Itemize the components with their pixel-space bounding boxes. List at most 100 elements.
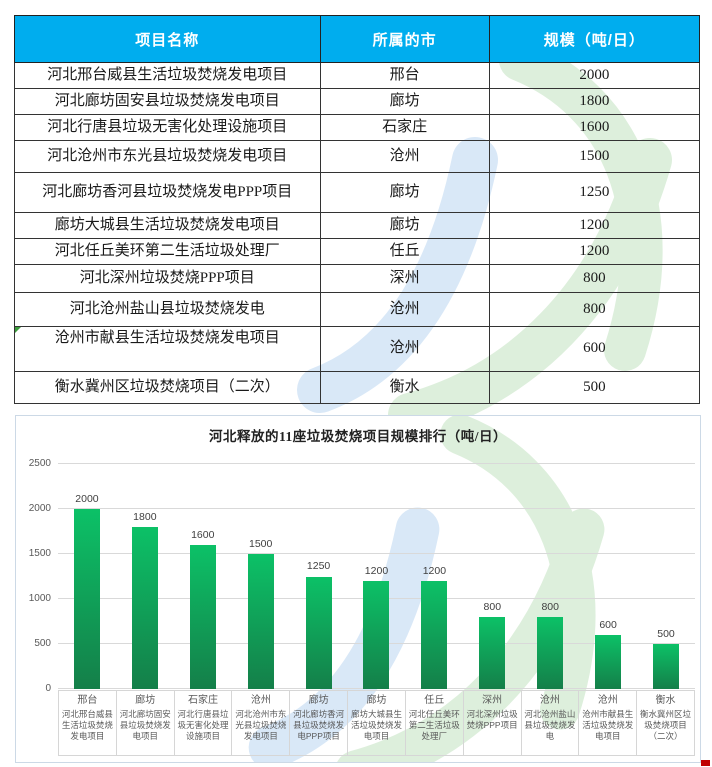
- table-row: 河北行唐县垃圾无害化处理设施项目 石家庄 1600: [14, 114, 701, 141]
- bar-value-label: 1800: [133, 510, 157, 523]
- category-project-label: 河北任丘美环第二生活垃圾处理厂: [408, 709, 460, 742]
- table-row: 河北沧州盐山县垃圾焚烧发电 沧州 800: [14, 292, 701, 327]
- project-name-cell: 沧州市献县生活垃圾焚烧发电项目: [14, 326, 321, 372]
- x-axis-category-cell: 沧州河北沧州盐山县垃圾焚烧发电: [520, 691, 579, 755]
- x-axis-category-cell: 沧州沧州市献县生活垃圾焚烧发电项目: [578, 691, 636, 755]
- cell-corner-flag-icon: [15, 327, 21, 333]
- category-city-label: 深州: [482, 695, 503, 706]
- project-name-cell: 河北廊坊固安县垃圾焚烧发电项目: [14, 88, 321, 115]
- bar: [363, 581, 390, 689]
- bar-slot: 1600: [174, 464, 232, 689]
- y-axis-tick-label: 500: [34, 638, 51, 649]
- column-header-1: 所属的市: [319, 15, 490, 63]
- bar-slot: 1200: [405, 464, 463, 689]
- scale-cell: 1250: [488, 172, 701, 213]
- table-header-row: 项目名称 所属的市 规模（吨/日）: [14, 15, 701, 63]
- project-name-cell: 衡水冀州区垃圾焚烧项目（二次）: [14, 371, 321, 404]
- category-city-label: 衡水: [655, 695, 676, 706]
- city-cell: 衡水: [319, 371, 490, 404]
- table-row: 河北邢台威县生活垃圾焚烧发电项目 邢台 2000: [14, 62, 701, 89]
- bar-slot: 500: [637, 464, 695, 689]
- table-row: 河北沧州市东光县垃圾焚烧发电项目 沧州 1500: [14, 140, 701, 173]
- category-city-label: 石家庄: [188, 695, 219, 706]
- projects-table: 项目名称 所属的市 规模（吨/日） 河北邢台威县生活垃圾焚烧发电项目 邢台 2000 河北…: [14, 15, 701, 404]
- table-row: 河北廊坊香河县垃圾焚烧发电PPP项目 廊坊 1250: [14, 172, 701, 213]
- city-cell: 邢台: [319, 62, 490, 89]
- bar: [73, 509, 100, 689]
- scale-cell: 1500: [488, 140, 701, 173]
- scale-cell: 600: [488, 326, 701, 372]
- category-project-label: 河北沧州盐山县垃圾焚烧发电: [524, 709, 576, 742]
- table-row: 沧州市献县生活垃圾焚烧发电项目 沧州 600: [14, 326, 701, 372]
- category-city-label: 廊坊: [308, 695, 329, 706]
- project-name-cell: 河北邢台威县生活垃圾焚烧发电项目: [14, 62, 321, 89]
- category-city-label: 邢台: [77, 695, 98, 706]
- bar-slot: 600: [579, 464, 637, 689]
- y-axis-tick-label: 1000: [28, 593, 51, 604]
- project-name-cell: 廊坊大城县生活垃圾焚烧发电项目: [14, 212, 321, 239]
- scale-cell: 500: [488, 371, 701, 404]
- x-axis-category-cell: 任丘河北任丘美环第二生活垃圾处理厂: [404, 691, 463, 755]
- x-axis-category-cell: 廊坊河北廊坊香河县垃圾焚烧发电PPP项目: [289, 691, 347, 755]
- table-row: 河北廊坊固安县垃圾焚烧发电项目 廊坊 1800: [14, 88, 701, 115]
- project-name-cell: 河北任丘美环第二生活垃圾处理厂: [14, 238, 321, 265]
- table-row: 河北深州垃圾焚烧PPP项目 深州 800: [14, 264, 701, 293]
- red-corner-mark: [701, 760, 710, 766]
- city-cell: 廊坊: [319, 172, 490, 213]
- column-header-2: 规模（吨/日）: [488, 15, 701, 63]
- x-axis-category-cell: 深州 河北深州垃圾焚烧PPP项目: [462, 691, 521, 755]
- y-axis-tick-label: 1500: [28, 548, 51, 559]
- bar-value-label: 1200: [364, 564, 389, 577]
- scale-cell: 1200: [488, 238, 701, 265]
- bar: [247, 554, 274, 689]
- x-axis-category-strip: 邢台 河北邢台威县生活垃圾焚烧发电项目 廊坊 河北廊坊固安县垃圾焚烧发电项目 石家庄 河北…: [58, 690, 695, 756]
- project-name-cell: 河北廊坊香河县垃圾焚烧发电PPP项目: [14, 172, 321, 213]
- bar-value-label: 1200: [422, 564, 447, 577]
- bar-slot: 800: [521, 464, 579, 689]
- bar: [537, 617, 564, 689]
- category-project-label: 沧州市献县生活垃圾焚烧发电项目: [582, 709, 634, 742]
- bar: [131, 527, 158, 689]
- city-cell: 沧州: [319, 292, 490, 327]
- city-cell: 廊坊: [319, 88, 490, 115]
- category-project-label: 河北沧州市东光县垃圾焚烧发电项目: [235, 709, 287, 742]
- category-city-label: 沧州: [539, 695, 560, 706]
- city-cell: 任丘: [319, 238, 490, 265]
- bar-value-label: 1250: [306, 560, 331, 572]
- scale-cell: 800: [488, 292, 701, 327]
- category-project-label: 河北行唐县垃圾无害化处理设施项目: [177, 709, 229, 742]
- category-project-label: 河北廊坊香河县垃圾焚烧发电PPP项目: [293, 709, 345, 742]
- projects-table-body: 河北邢台威县生活垃圾焚烧发电项目 邢台 2000 河北廊坊固安县垃圾焚烧发电项目 廊坊 1…: [14, 62, 701, 404]
- table-row: 河北任丘美环第二生活垃圾处理厂 任丘 1200: [14, 238, 701, 265]
- category-city-label: 廊坊: [366, 695, 387, 706]
- bar-value-label: 800: [483, 600, 502, 613]
- column-header-0: 项目名称: [14, 15, 321, 63]
- bar-value-label: 500: [657, 627, 675, 640]
- gridline: [58, 463, 695, 464]
- y-axis-tick-label: 2000: [28, 503, 51, 514]
- bar: [479, 617, 506, 689]
- category-city-label: 任丘: [424, 695, 445, 706]
- bar-slot: 800: [463, 464, 521, 689]
- x-axis-category-cell: 廊坊 廊坊大城县生活垃圾焚烧发电项目: [347, 691, 405, 755]
- x-axis-category-cell: 沧州河北沧州市东光县垃圾焚烧发电项目: [231, 691, 289, 755]
- category-city-label: 廊坊: [135, 695, 156, 706]
- category-city-label: 沧州: [597, 695, 618, 706]
- table-row: 衡水冀州区垃圾焚烧项目（二次） 衡水 500: [14, 371, 701, 404]
- scale-cell: 1600: [488, 114, 701, 141]
- scale-cell: 1200: [488, 212, 701, 239]
- y-axis-tick-label: 2500: [28, 458, 51, 469]
- bar-slot: 1500: [232, 464, 290, 689]
- x-axis-category-cell: 衡水 衡水冀州区垃圾焚烧项目（二次）: [636, 691, 694, 755]
- bar-value-label: 600: [599, 618, 617, 631]
- project-name-cell: 河北沧州盐山县垃圾焚烧发电: [14, 292, 321, 327]
- city-cell: 石家庄: [319, 114, 490, 141]
- category-city-label: 沧州: [250, 695, 271, 706]
- category-project-label: 河北邢台威县生活垃圾焚烧发电项目: [61, 709, 113, 742]
- bar-slot: 1800: [116, 464, 174, 689]
- table-row: 廊坊大城县生活垃圾焚烧发电项目 廊坊 1200: [14, 212, 701, 239]
- city-cell: 沧州: [319, 140, 490, 173]
- bar-series: 2000 1800 1600 1500 1250 1200 1200 800 800 600 500: [58, 464, 695, 689]
- scale-cell: 1800: [488, 88, 701, 115]
- bar-slot: 2000: [58, 464, 116, 689]
